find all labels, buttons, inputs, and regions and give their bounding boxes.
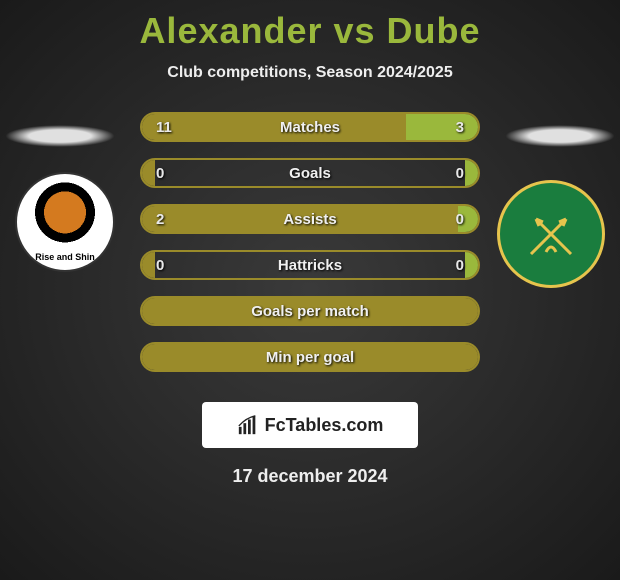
stat-row: 11 3 Matches [140,112,480,142]
bar-left [142,160,155,186]
subtitle: Club competitions, Season 2024/2025 [0,64,620,82]
stat-value-left: 11 [156,119,172,136]
fctables-badge[interactable]: FcTables.com [202,402,418,448]
stat-value-left: 2 [156,211,164,228]
stat-value-right: 3 [456,119,464,136]
stat-label: Matches [280,119,340,136]
fctables-label: FcTables.com [265,415,384,436]
stat-row: 0 0 Hattricks [140,250,480,280]
stat-label: Hattricks [278,257,342,274]
date-label: 17 december 2024 [0,466,620,487]
stat-label: Goals [289,165,331,182]
stat-row: 2 0 Assists [140,204,480,234]
bar-left [142,252,155,278]
stat-value-left: 0 [156,257,164,274]
bar-left [142,114,406,140]
stat-value-left: 0 [156,165,164,182]
stat-label: Goals per match [251,303,369,320]
bar-right [406,114,478,140]
stat-value-right: 0 [456,257,464,274]
stat-value-right: 0 [456,165,464,182]
stat-row: 0 0 Goals [140,158,480,188]
stat-row: Min per goal [140,342,480,372]
stat-label: Min per goal [266,349,354,366]
bar-right [465,160,478,186]
bar-right [465,252,478,278]
stats-container: 11 3 Matches 0 0 Goals 2 0 Assists 0 0 Hattricks Goa… [140,112,480,388]
stat-value-right: 0 [456,211,464,228]
page-title: Alexander vs Dube [0,0,620,52]
stat-row: Goals per match [140,296,480,326]
stat-label: Assists [283,211,336,228]
bar-chart-icon [237,414,259,436]
